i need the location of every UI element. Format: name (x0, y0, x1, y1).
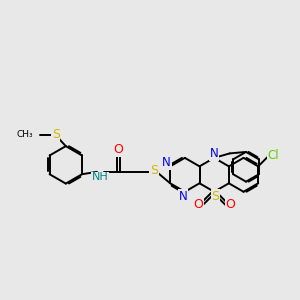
Text: CH₃: CH₃ (17, 130, 33, 139)
Text: S: S (52, 128, 60, 141)
Text: O: O (225, 198, 235, 211)
Text: N: N (179, 190, 188, 203)
Text: NH: NH (92, 172, 109, 182)
Text: O: O (193, 198, 203, 211)
Text: S: S (212, 190, 219, 203)
Text: Cl: Cl (268, 148, 280, 162)
Text: N: N (162, 156, 171, 169)
Text: O: O (114, 143, 124, 156)
Text: N: N (210, 147, 219, 160)
Text: S: S (150, 164, 158, 177)
